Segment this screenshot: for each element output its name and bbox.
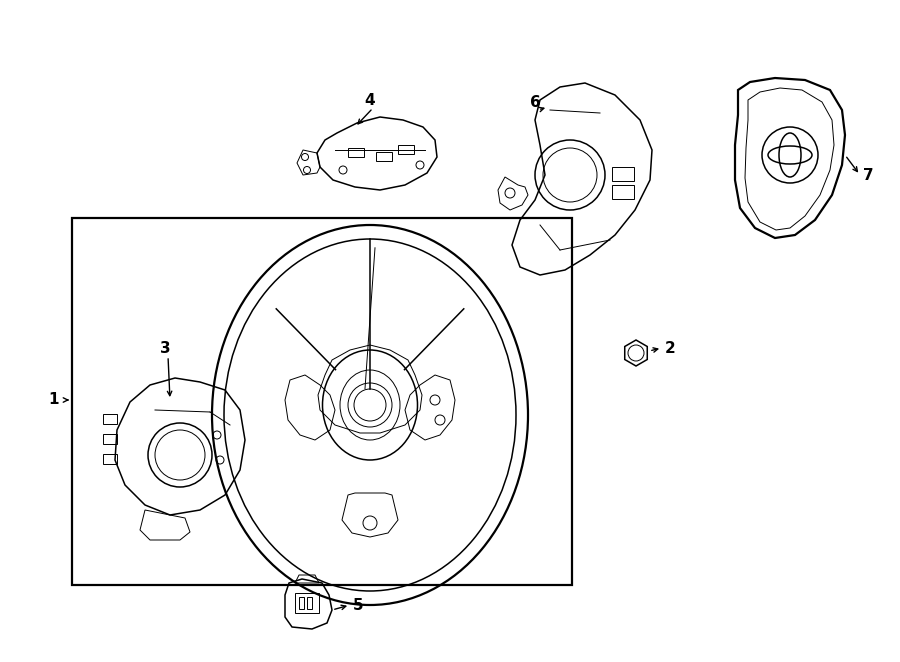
Bar [295, 593, 319, 613]
Bar [612, 167, 634, 181]
Text: 5: 5 [353, 598, 364, 612]
Text: 1: 1 [49, 393, 59, 408]
Text: 4: 4 [364, 93, 375, 107]
Text: 2: 2 [664, 340, 675, 355]
Bar [307, 597, 312, 609]
Bar [348, 148, 364, 157]
Text: 7: 7 [863, 167, 873, 183]
Bar [612, 185, 634, 199]
Bar [103, 454, 117, 464]
Bar [103, 434, 117, 444]
Text: 6: 6 [529, 95, 540, 109]
Bar [398, 145, 414, 154]
Bar [299, 597, 304, 609]
Bar [376, 152, 392, 161]
Text: 3: 3 [159, 340, 170, 355]
Bar [72, 218, 572, 585]
Bar [103, 414, 117, 424]
